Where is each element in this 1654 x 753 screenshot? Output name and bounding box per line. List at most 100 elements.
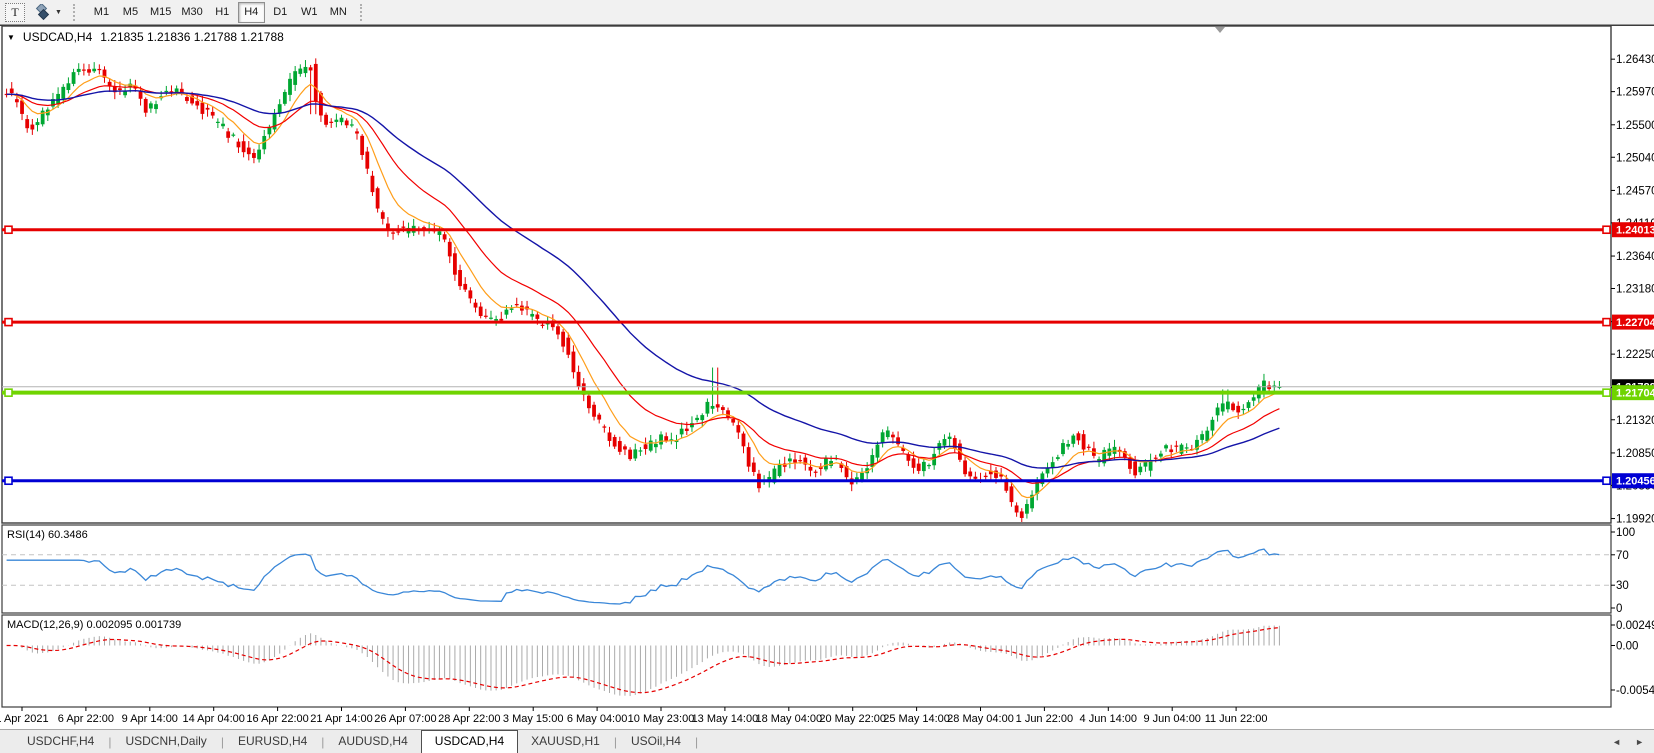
chart-tab-bar: USDCHF,H4 | USDCNH,Daily | EURUSD,H4 | AUDUSD,…: [0, 729, 1654, 753]
svg-text:28 Apr 22:00: 28 Apr 22:00: [438, 713, 500, 725]
svg-text:-0.005403: -0.005403: [1616, 685, 1654, 697]
level-lines[interactable]: [2, 225, 1611, 486]
toolbar: T ▼ M1 M5 M15 M30 H1 H4 D1 W1 MN: [0, 0, 1654, 25]
svg-text:20 May 22:00: 20 May 22:00: [819, 713, 886, 725]
price-badge: 1.22704: [1612, 314, 1654, 330]
svg-text:1.19920: 1.19920: [1616, 514, 1654, 526]
tab-usdcad-h4[interactable]: USDCAD,H4: [420, 729, 519, 753]
svg-text:4 Jun 14:00: 4 Jun 14:00: [1080, 713, 1138, 725]
ma-45-line: [6, 89, 1280, 469]
svg-text:1.25970: 1.25970: [1616, 87, 1654, 99]
tab-usdcnh-daily[interactable]: USDCNH,Daily: [125, 734, 207, 748]
svg-text:13 May 14:00: 13 May 14:00: [692, 713, 759, 725]
timeframe-h4-button[interactable]: H4: [237, 1, 265, 23]
rsi-line: [6, 548, 1280, 605]
timeframe-w1-button[interactable]: W1: [296, 2, 323, 23]
macd-signal-line: [6, 627, 1280, 694]
timeframe-m30-button[interactable]: M30: [177, 2, 206, 23]
tab-audusd-h4[interactable]: AUDUSD,H4: [338, 734, 408, 748]
timeframe-d1-button[interactable]: D1: [267, 2, 294, 23]
text-tool-button[interactable]: T: [5, 2, 25, 22]
svg-text:6 May 04:00: 6 May 04:00: [567, 713, 628, 725]
svg-text:28 May 04:00: 28 May 04:00: [947, 713, 1014, 725]
tab-scroll-controls: ◄ ►: [1612, 737, 1644, 747]
svg-text:18 May 04:00: 18 May 04:00: [755, 713, 822, 725]
svg-text:9 Jun 04:00: 9 Jun 04:00: [1143, 713, 1201, 725]
svg-text:1.24013: 1.24013: [1616, 225, 1654, 237]
macd-histogram: [11, 625, 1280, 697]
timeframe-group: M1 M5 M15 M30 H1 H4 D1 W1 MN: [87, 1, 353, 23]
timeframe-mn-button[interactable]: MN: [325, 2, 352, 23]
ma-20-line: [6, 85, 1280, 484]
svg-text:1.20850: 1.20850: [1616, 448, 1654, 460]
svg-text:1.25040: 1.25040: [1616, 152, 1654, 164]
svg-text:25 May 14:00: 25 May 14:00: [883, 713, 950, 725]
arrows-tool-button[interactable]: ▼: [33, 3, 62, 21]
svg-text:1.23180: 1.23180: [1616, 284, 1654, 296]
svg-text:10 May 23:00: 10 May 23:00: [628, 713, 695, 725]
collapse-triangle-icon[interactable]: ▼: [7, 32, 15, 42]
tab-scroll-left-button[interactable]: ◄: [1612, 736, 1622, 747]
tab-separator: |: [613, 734, 617, 749]
svg-text:30: 30: [1616, 580, 1629, 592]
tab-separator: |: [694, 734, 699, 749]
chart-title-symbol: USDCAD,H4: [22, 30, 93, 44]
tab-separator: |: [321, 734, 325, 749]
svg-text:1.26430: 1.26430: [1616, 54, 1654, 66]
price-badge: 1.21704: [1612, 385, 1654, 401]
chart-tabs: USDCHF,H4 | USDCNH,Daily | EURUSD,H4 | AUDUSD,…: [14, 729, 699, 753]
toolbar-grip: [72, 3, 78, 21]
arrows-tool-icon: [35, 3, 50, 20]
toolbar-grip: [359, 3, 365, 21]
svg-text:70: 70: [1616, 550, 1629, 562]
svg-text:14 Apr 04:00: 14 Apr 04:00: [183, 713, 245, 725]
svg-text:6 Apr 22:00: 6 Apr 22:00: [58, 713, 114, 725]
tab-eurusd-h4[interactable]: EURUSD,H4: [237, 734, 308, 748]
tab-separator: |: [220, 734, 224, 749]
timeframe-m5-button[interactable]: M5: [117, 2, 144, 23]
time-axis: 1 Apr 2021 6 Apr 22:00 9 Apr 14:00 14 Apr 0…: [0, 707, 1267, 725]
chart-shift-marker[interactable]: [1215, 27, 1225, 33]
svg-text:1.21320: 1.21320: [1616, 415, 1654, 427]
svg-text:26 Apr 07:00: 26 Apr 07:00: [374, 713, 436, 725]
svg-text:0.00249: 0.00249: [1616, 620, 1654, 632]
svg-text:21 Apr 14:00: 21 Apr 14:00: [310, 713, 372, 725]
svg-text:1.22704: 1.22704: [1616, 317, 1654, 329]
chart-title: ▼ USDCAD,H4 1.21835 1.21836 1.21788 1.21…: [7, 30, 284, 44]
svg-text:1.21704: 1.21704: [1616, 388, 1654, 400]
tab-separator: |: [108, 734, 112, 749]
svg-text:1 Jun 22:00: 1 Jun 22:00: [1016, 713, 1074, 725]
svg-text:1.20456: 1.20456: [1616, 476, 1654, 488]
price-badge: 1.24013: [1612, 222, 1654, 238]
svg-text:0: 0: [1616, 603, 1622, 615]
svg-text:0.00: 0.00: [1616, 641, 1638, 653]
tab-xauusd-h1[interactable]: XAUUSD,H1: [531, 734, 600, 748]
chart-title-quotes: 1.21835 1.21836 1.21788 1.21788: [100, 30, 284, 44]
tab-usdchf-h4[interactable]: USDCHF,H4: [27, 734, 95, 748]
price-badge: 1.20456: [1612, 473, 1654, 489]
ma-8-line: [6, 75, 1280, 499]
svg-text:1.24570: 1.24570: [1616, 185, 1654, 197]
price-axis: 1.264301.259701.255001.250401.245701.241…: [1611, 54, 1654, 526]
timeframe-m15-button[interactable]: M15: [146, 2, 175, 23]
tab-scroll-right-button[interactable]: ►: [1635, 736, 1644, 747]
timeframe-h1-button[interactable]: H1: [209, 2, 236, 23]
macd-label: MACD(12,26,9) 0.002095 0.001739: [7, 619, 182, 631]
svg-text:1 Apr 2021: 1 Apr 2021: [0, 713, 49, 725]
svg-text:1.23640: 1.23640: [1616, 251, 1654, 263]
svg-text:16 Apr 22:00: 16 Apr 22:00: [246, 713, 308, 725]
macd-axis: 0.00249 0.00 -0.005403: [1611, 620, 1654, 697]
svg-text:1.25500: 1.25500: [1616, 120, 1654, 132]
rsi-label: RSI(14) 60.3486: [7, 529, 88, 541]
svg-text:3 May 15:00: 3 May 15:00: [503, 713, 564, 725]
svg-text:11 Jun 22:00: 11 Jun 22:00: [1205, 713, 1268, 725]
timeframe-m1-button[interactable]: M1: [88, 2, 115, 23]
candles: [4, 58, 1282, 522]
rsi-axis: 100 70 30 0: [1611, 527, 1635, 615]
svg-text:1.22250: 1.22250: [1616, 349, 1654, 361]
tab-usoil-h4[interactable]: USOil,H4: [630, 734, 681, 748]
chevron-down-icon[interactable]: ▼: [55, 8, 62, 16]
svg-text:9 Apr 14:00: 9 Apr 14:00: [122, 713, 178, 725]
